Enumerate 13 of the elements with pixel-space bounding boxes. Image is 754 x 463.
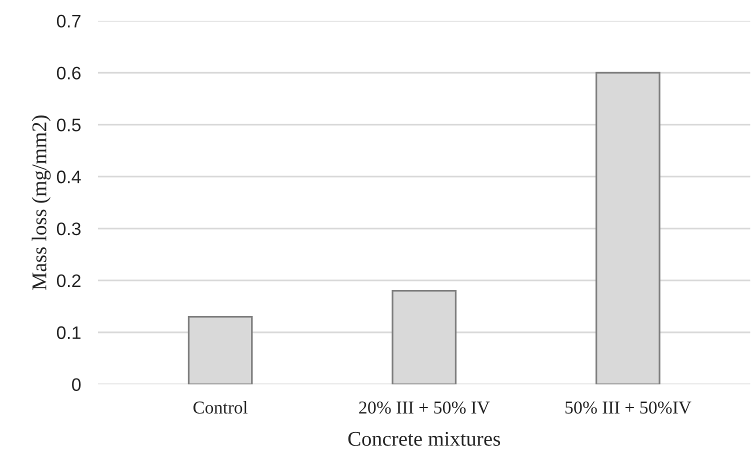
y-tick-label: 0.4 <box>56 170 81 184</box>
y-tick-label: 0.1 <box>56 326 80 340</box>
y-tick-label: 0.7 <box>56 14 80 28</box>
y-tick-label: 0.3 <box>56 222 81 236</box>
x-tick-label: 50% III + 50%IV <box>565 401 692 414</box>
y-tick-label: 0.6 <box>56 66 81 80</box>
x-tick-label: Control <box>193 400 248 414</box>
y-tick-label: 0.5 <box>56 118 81 132</box>
x-axis-title: Concrete mixtures <box>348 432 500 446</box>
y-axis-title: Mass loss (mg/mm2) <box>32 116 51 290</box>
x-tick-label: 20% III + 50% IV <box>359 401 490 414</box>
y-tick-label: 0.2 <box>56 274 80 288</box>
y-tick-label: 0 <box>72 378 81 392</box>
